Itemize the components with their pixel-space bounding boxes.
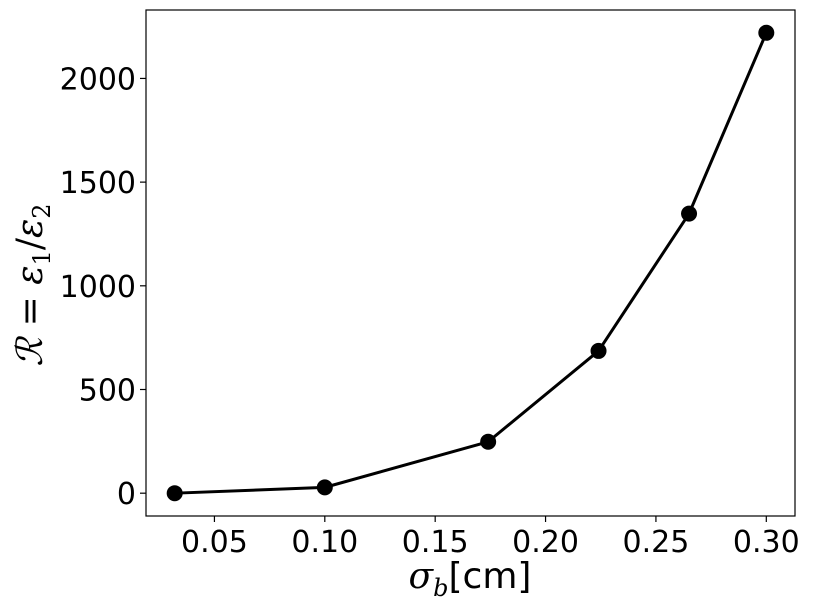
x-tick-label: 0.10 <box>291 525 358 560</box>
data-point <box>681 205 698 222</box>
plot-frame <box>145 9 796 517</box>
data-point <box>166 485 183 502</box>
x-tick-label: 0.25 <box>623 525 690 560</box>
y-tick-label: 1000 <box>60 270 136 305</box>
x-axis-label: σb[cm] <box>409 556 532 602</box>
data-point <box>758 24 775 41</box>
svg-text:ℛ = ε1/ε2: ℛ = ε1/ε2 <box>10 203 56 366</box>
data-point <box>590 342 607 359</box>
y-tick-label: 500 <box>79 374 136 409</box>
y-tick-label: 2000 <box>60 62 136 97</box>
y-tick-label: 0 <box>117 477 136 512</box>
data-point <box>480 433 497 450</box>
svg-text:σb[cm]: σb[cm] <box>409 556 532 602</box>
series-line <box>174 32 768 495</box>
x-tick-label: 0.20 <box>512 525 579 560</box>
y-axis-label: ℛ = ε1/ε2 <box>10 203 56 366</box>
x-tick-label: 0.15 <box>402 525 469 560</box>
x-tick-label: 0.05 <box>181 525 248 560</box>
x-tick-label: 0.30 <box>733 525 800 560</box>
y-tick-label: 1500 <box>60 166 136 201</box>
data-point <box>316 479 333 496</box>
